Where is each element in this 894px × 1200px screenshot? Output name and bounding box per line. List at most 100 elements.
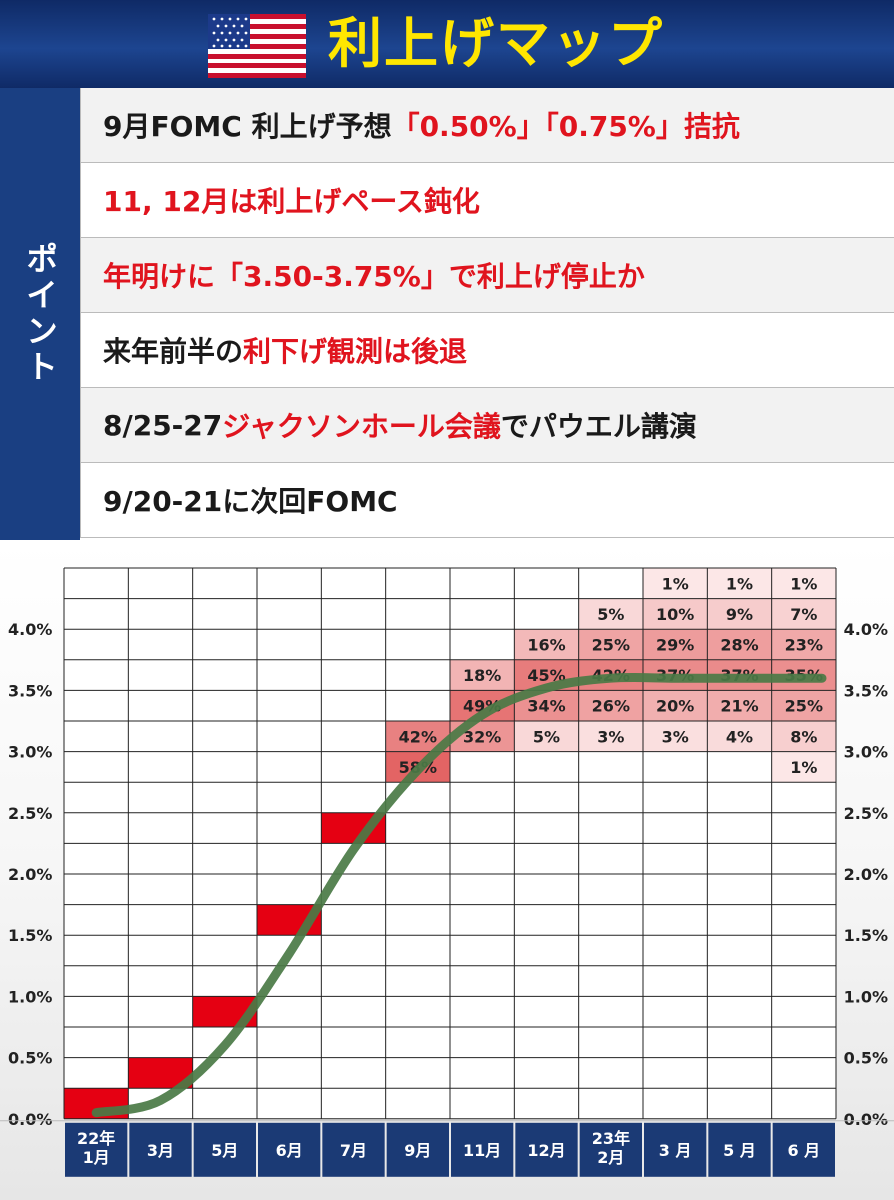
cell-label: 18% <box>463 666 501 685</box>
cell-label: 9% <box>726 605 753 624</box>
y-tick-label-left: 3.0% <box>8 743 52 762</box>
x-tick-label: 5月 <box>211 1141 238 1160</box>
cell-label: 25% <box>592 636 630 655</box>
cell-label: 5% <box>597 605 624 624</box>
cell-label: 21% <box>720 697 758 716</box>
point-row-5-text-2: ジャクソンホール会議 <box>222 410 501 443</box>
cell-label: 25% <box>785 697 823 716</box>
x-axis-cell <box>129 1122 192 1177</box>
cell-label: 42% <box>399 727 437 746</box>
x-axis-cell <box>386 1122 449 1177</box>
x-tick-label: 11月 <box>463 1141 501 1160</box>
heat-cell <box>707 629 772 660</box>
x-axis-cell <box>515 1122 578 1177</box>
point-row-1-text-1: 9月FOMC 利上げ予想 <box>103 110 392 143</box>
points-section-label: ポイント <box>0 88 80 540</box>
cell-label: 10% <box>656 605 694 624</box>
point-row-4-text-2: 利下げ観測は後退 <box>243 335 468 368</box>
heat-cell <box>707 721 772 752</box>
heat-cell <box>578 598 643 630</box>
x-axis-cell <box>65 1122 128 1177</box>
header-banner: 利上げマップ <box>0 0 894 88</box>
cell-label: 1% <box>790 758 817 777</box>
y-tick-label-right: 1.5% <box>844 926 888 945</box>
heat-cell <box>643 721 708 752</box>
x-axis-cell <box>258 1122 321 1177</box>
cell-label: 5% <box>533 727 560 746</box>
heat-cell <box>771 690 836 721</box>
x-tick-label-line: 6月 <box>276 1141 303 1160</box>
x-tick-label-line: 6 月 <box>787 1141 820 1160</box>
y-tick-label-left: 4.0% <box>8 620 52 639</box>
x-tick-label-line: 5月 <box>211 1141 238 1160</box>
point-row-5: 8/25-27 ジャクソンホール会議 でパウエル講演 <box>80 388 894 463</box>
heat-cell <box>514 629 579 660</box>
us-flag-icon <box>208 14 306 78</box>
cell-label: 16% <box>527 636 565 655</box>
cell-label: 34% <box>527 697 565 716</box>
y-tick-label-right: 3.5% <box>844 681 888 700</box>
point-row-6-text-1: 9/20-21に次回FOMC <box>103 485 398 518</box>
x-tick-label: 6月 <box>276 1141 303 1160</box>
x-tick-label: 6 月 <box>787 1141 820 1160</box>
cell-label: 7% <box>790 605 817 624</box>
heat-cell <box>643 629 708 660</box>
x-tick-label-line: 5 月 <box>723 1141 756 1160</box>
y-tick-label-right: 4.0% <box>844 620 888 639</box>
x-axis-cell <box>451 1122 514 1177</box>
cell-label: 3% <box>597 727 624 746</box>
cell-label: 1% <box>790 574 817 593</box>
x-axis-cell <box>772 1122 835 1177</box>
y-tick-label-right: 1.0% <box>844 987 888 1006</box>
heat-cell <box>771 568 836 599</box>
heat-cell <box>643 690 708 721</box>
point-row-2-text-1: 11, 12月は利上げペース鈍化 <box>103 185 480 218</box>
cell-label: 4% <box>726 727 753 746</box>
points-list: 9月FOMC 利上げ予想 「0.50%」「0.75%」 拮抗 11, 12月は利上げペ… <box>80 88 894 538</box>
y-tick-label-left: 1.0% <box>8 987 52 1006</box>
x-tick-label: 22年 1月 <box>77 1129 115 1167</box>
x-axis-cell <box>708 1122 771 1177</box>
heat-cell <box>771 598 836 630</box>
x-tick-label-line: 3月 <box>147 1141 174 1160</box>
heat-cell <box>450 659 515 691</box>
cell-label: 28% <box>720 636 758 655</box>
x-tick-label: 7月 <box>340 1141 367 1160</box>
point-row-5-text-3: でパウエル講演 <box>500 410 697 443</box>
x-axis-cell <box>579 1122 642 1177</box>
x-tick-label-line: 3 月 <box>659 1141 692 1160</box>
point-row-4-text-1: 来年前半の <box>103 335 244 368</box>
heat-cell <box>578 721 643 752</box>
y-tick-label-right: 3.0% <box>844 743 888 762</box>
y-tick-label-right: 0.0% <box>844 1110 888 1129</box>
x-tick-label-line: 2月 <box>597 1148 624 1167</box>
x-tick-label: 9月 <box>404 1141 431 1160</box>
x-tick-label: 3月 <box>147 1141 174 1160</box>
y-tick-label-left: 1.5% <box>8 926 52 945</box>
x-axis-cell <box>193 1122 256 1177</box>
heat-cell <box>771 629 836 660</box>
x-tick-label-line: 11月 <box>463 1141 501 1160</box>
heat-cell <box>707 690 772 721</box>
cell-label: 26% <box>592 697 630 716</box>
point-row-4: 来年前半の 利下げ観測は後退 <box>80 313 894 388</box>
y-tick-label-left: 3.5% <box>8 681 52 700</box>
x-tick-label: 23年 2月 <box>592 1129 630 1167</box>
cell-label: 32% <box>463 727 501 746</box>
x-tick-label: 3 月 <box>659 1141 692 1160</box>
point-row-2: 11, 12月は利上げペース鈍化 <box>80 163 894 238</box>
x-tick-label-line: 23年 <box>592 1129 630 1148</box>
x-tick-label-line: 9月 <box>404 1141 431 1160</box>
point-row-6: 9/20-21に次回FOMC <box>80 463 894 538</box>
trend-curve <box>91 672 827 1118</box>
heat-cell <box>707 568 772 599</box>
cell-label: 23% <box>785 636 823 655</box>
cell-label: 1% <box>662 574 689 593</box>
y-tick-label-left: 0.5% <box>8 1049 52 1068</box>
cell-label: 3% <box>662 727 689 746</box>
point-row-3-text-1: 年明けに「3.50-3.75%」で利上げ停止か <box>103 260 645 293</box>
heat-cell <box>643 598 708 630</box>
heat-cell <box>578 690 643 721</box>
point-row-1-text-2: 「0.50%」「0.75%」 <box>391 110 684 143</box>
x-tick-label-line: 22年 <box>77 1129 115 1148</box>
